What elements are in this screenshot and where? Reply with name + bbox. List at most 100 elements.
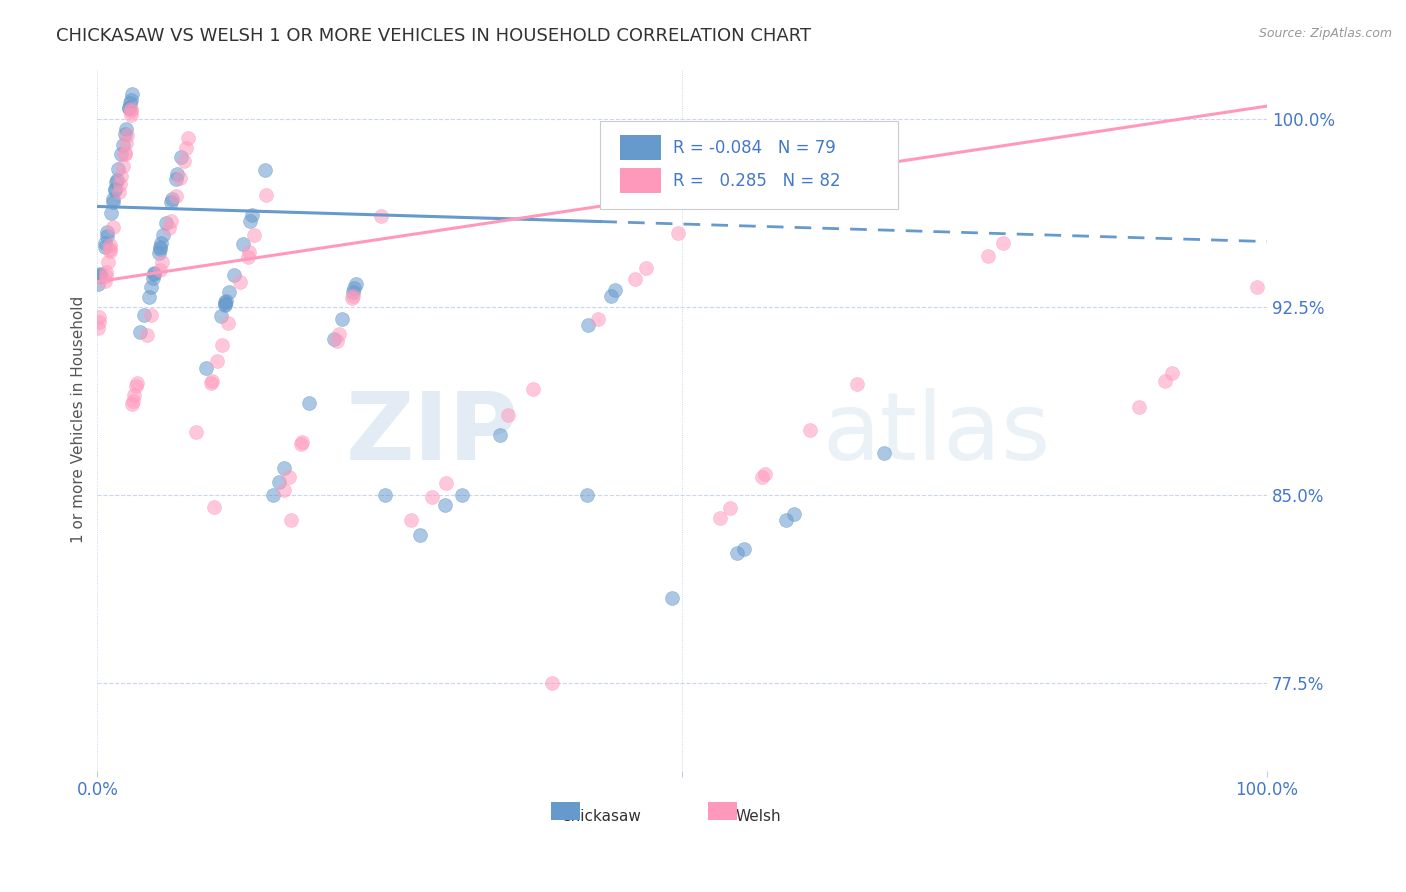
Point [135,328,157,343]
Point [277,470,299,484]
Point [124,388,146,402]
Text: CHICKASAW VS WELSH 1 OR MORE VEHICLES IN HOUSEHOLD CORRELATION CHART: CHICKASAW VS WELSH 1 OR MORE VEHICLES IN… [56,27,811,45]
Point [107,162,129,177]
Point [290,434,312,449]
Point [326,334,349,349]
Point [89,267,111,281]
Point [522,382,544,396]
Point [586,312,609,326]
Y-axis label: 1 or more Vehicles in Household: 1 or more Vehicles in Household [72,296,86,543]
Point [214,295,236,310]
Bar [551,802,581,820]
Text: R = -0.084   N = 79: R = -0.084 N = 79 [672,138,835,156]
Point [576,318,599,332]
Point [661,591,683,606]
Point [125,378,148,392]
Point [238,245,260,260]
Bar [620,136,661,160]
Point [280,513,302,527]
Point [399,513,422,527]
Point [150,255,173,269]
Bar [620,169,661,193]
Point [344,277,367,292]
Point [121,397,143,411]
Point [129,326,152,340]
Point [541,676,564,690]
Point [87,277,110,292]
Point [114,121,136,136]
Point [977,250,1000,264]
Point [634,260,657,275]
Point [290,437,312,451]
Point [96,228,118,243]
Point [103,192,125,206]
Point [87,315,110,329]
Point [624,272,647,286]
Point [89,310,111,324]
Point [236,250,259,264]
Point [104,182,127,196]
Point [709,511,731,525]
Point [174,141,197,155]
Point [170,150,193,164]
Point [98,242,121,256]
Text: ZIP: ZIP [346,388,519,480]
Point [342,291,364,305]
Point [103,220,125,235]
Point [117,128,139,143]
Point [139,280,162,294]
Point [104,182,127,196]
Point [173,153,195,168]
Point [328,327,350,342]
Point [342,288,364,302]
Point [330,312,353,326]
Point [433,498,456,512]
Point [166,167,188,181]
Point [254,187,277,202]
Point [97,255,120,269]
Point [201,374,224,388]
Point [98,244,121,259]
Point [727,546,749,560]
Point [846,377,869,392]
Point [152,228,174,243]
Point [575,488,598,502]
Point [110,146,132,161]
Point [94,240,117,254]
Point [239,214,262,228]
Point [733,541,755,556]
Point [165,189,187,203]
Point [118,101,141,115]
Point [111,137,134,152]
Point [754,467,776,481]
Point [873,446,896,460]
Point [159,214,181,228]
Point [232,237,254,252]
Point [101,194,124,209]
Point [605,283,627,297]
Point [142,270,165,285]
Point [94,274,117,288]
Point [298,396,321,410]
Point [114,147,136,161]
Point [120,103,142,118]
Point [121,102,143,116]
Point [142,268,165,282]
Point [217,316,239,330]
Point [125,376,148,390]
Point [200,376,222,390]
Point [160,192,183,206]
Point [254,162,277,177]
Point [120,93,142,107]
Point [273,483,295,498]
Text: atlas: atlas [823,388,1050,480]
Point [134,308,156,322]
Point [121,87,143,101]
Point [751,470,773,484]
Point [599,289,621,303]
Point [107,185,129,199]
Point [105,173,128,187]
Point [114,146,136,161]
Point [139,308,162,322]
Point [262,488,284,502]
